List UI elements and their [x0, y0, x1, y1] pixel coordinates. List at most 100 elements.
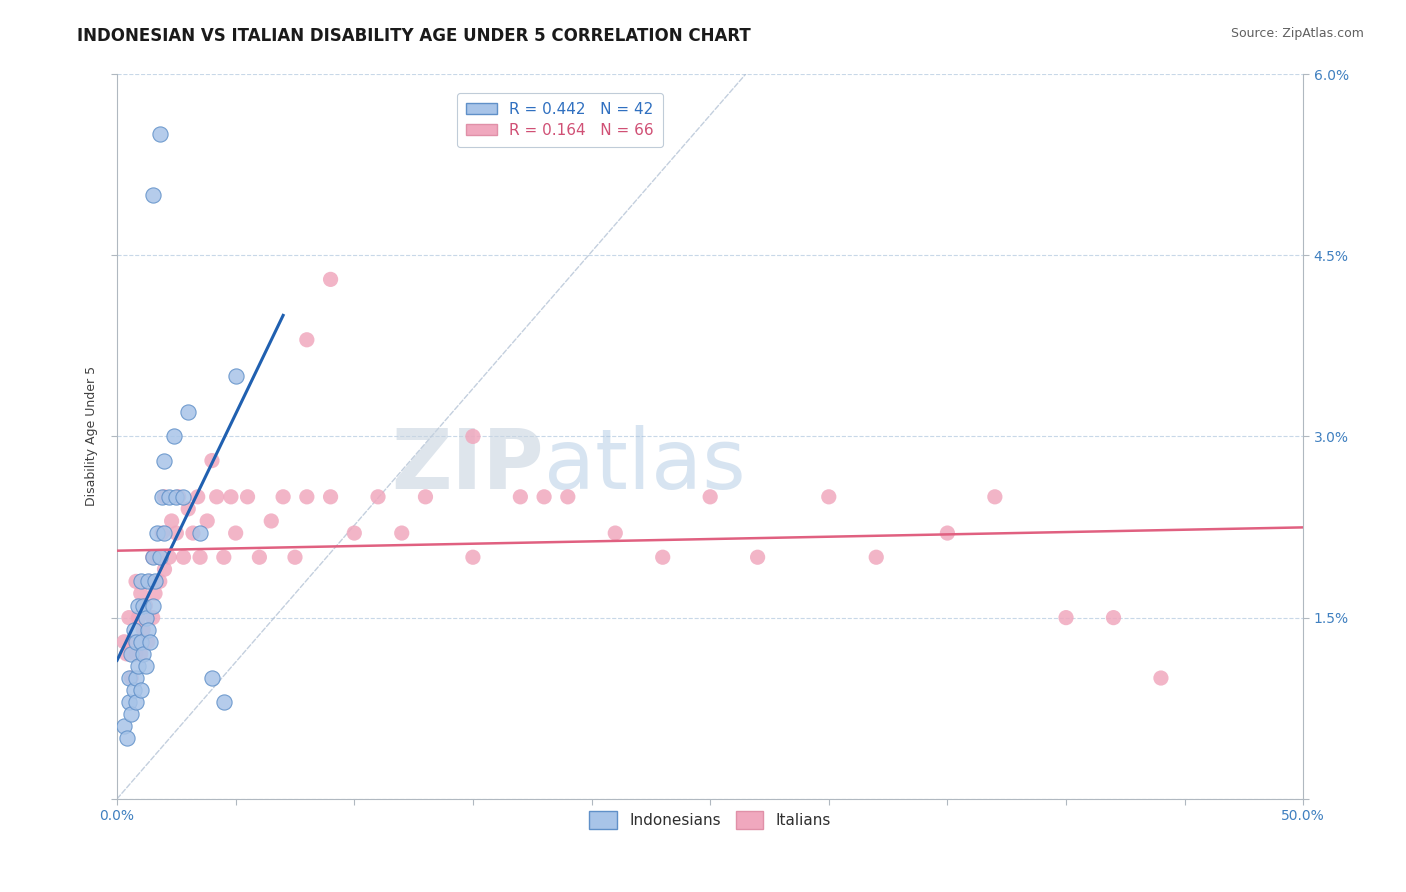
Point	[461, 429, 484, 443]
Text: Source: ZipAtlas.com: Source: ZipAtlas.com	[1230, 27, 1364, 40]
Point	[461, 550, 484, 565]
Point	[936, 526, 959, 541]
Point	[188, 526, 211, 541]
Point	[651, 550, 673, 565]
Point	[153, 453, 176, 467]
Point	[201, 671, 224, 685]
Point	[167, 490, 190, 504]
Point	[125, 634, 148, 648]
Point	[284, 550, 307, 565]
Point	[172, 490, 194, 504]
Point	[415, 490, 437, 504]
Point	[212, 550, 235, 565]
Text: ZIP: ZIP	[392, 425, 544, 506]
Point	[260, 514, 283, 528]
Point	[295, 490, 318, 504]
Point	[120, 671, 142, 685]
Point	[143, 574, 166, 589]
Point	[115, 731, 138, 746]
Point	[134, 659, 156, 673]
Point	[177, 405, 200, 419]
Point	[153, 490, 176, 504]
Legend: Indonesians, Italians: Indonesians, Italians	[583, 805, 837, 835]
Point	[129, 574, 152, 589]
Point	[132, 599, 155, 613]
Point	[172, 550, 194, 565]
Point	[557, 490, 579, 504]
Point	[195, 514, 218, 528]
Point	[247, 550, 270, 565]
Point	[112, 719, 135, 733]
Point	[181, 526, 204, 541]
Point	[212, 695, 235, 709]
Point	[142, 550, 165, 565]
Point	[153, 526, 176, 541]
Point	[118, 695, 141, 709]
Point	[187, 490, 209, 504]
Point	[125, 574, 148, 589]
Point	[817, 490, 839, 504]
Point	[142, 599, 165, 613]
Point	[319, 490, 342, 504]
Point	[139, 574, 162, 589]
Text: INDONESIAN VS ITALIAN DISABILITY AGE UNDER 5 CORRELATION CHART: INDONESIAN VS ITALIAN DISABILITY AGE UND…	[77, 27, 751, 45]
Point	[118, 610, 141, 624]
Point	[225, 369, 247, 384]
Point	[139, 634, 162, 648]
Point	[157, 490, 180, 504]
Point	[129, 647, 152, 661]
Point	[201, 453, 224, 467]
Point	[132, 623, 155, 637]
Point	[127, 599, 149, 613]
Point	[295, 333, 318, 347]
Point	[391, 526, 413, 541]
Point	[120, 707, 142, 722]
Point	[865, 550, 887, 565]
Point	[177, 502, 200, 516]
Point	[747, 550, 769, 565]
Point	[112, 634, 135, 648]
Point	[125, 671, 148, 685]
Point	[150, 526, 173, 541]
Point	[271, 490, 294, 504]
Point	[150, 490, 173, 504]
Point	[236, 490, 259, 504]
Point	[120, 647, 142, 661]
Point	[127, 610, 149, 624]
Point	[122, 623, 145, 637]
Point	[129, 586, 152, 600]
Point	[153, 562, 176, 576]
Point	[122, 683, 145, 698]
Point	[319, 272, 342, 286]
Point	[146, 550, 169, 565]
Point	[134, 610, 156, 624]
Point	[122, 634, 145, 648]
Point	[136, 634, 159, 648]
Point	[165, 490, 187, 504]
Point	[219, 490, 242, 504]
Point	[188, 550, 211, 565]
Point	[118, 671, 141, 685]
Point	[1102, 610, 1125, 624]
Point	[127, 659, 149, 673]
Point	[129, 683, 152, 698]
Point	[509, 490, 531, 504]
Point	[160, 514, 183, 528]
Point	[136, 574, 159, 589]
Point	[605, 526, 627, 541]
Point	[142, 187, 165, 202]
Point	[143, 586, 166, 600]
Point	[163, 429, 186, 443]
Point	[115, 647, 138, 661]
Point	[533, 490, 555, 504]
Point	[134, 599, 156, 613]
Point	[149, 128, 172, 142]
Text: atlas: atlas	[544, 425, 745, 506]
Point	[149, 574, 172, 589]
Point	[125, 695, 148, 709]
Point	[225, 526, 247, 541]
Point	[136, 623, 159, 637]
Point	[699, 490, 721, 504]
Point	[142, 550, 165, 565]
Point	[1150, 671, 1173, 685]
